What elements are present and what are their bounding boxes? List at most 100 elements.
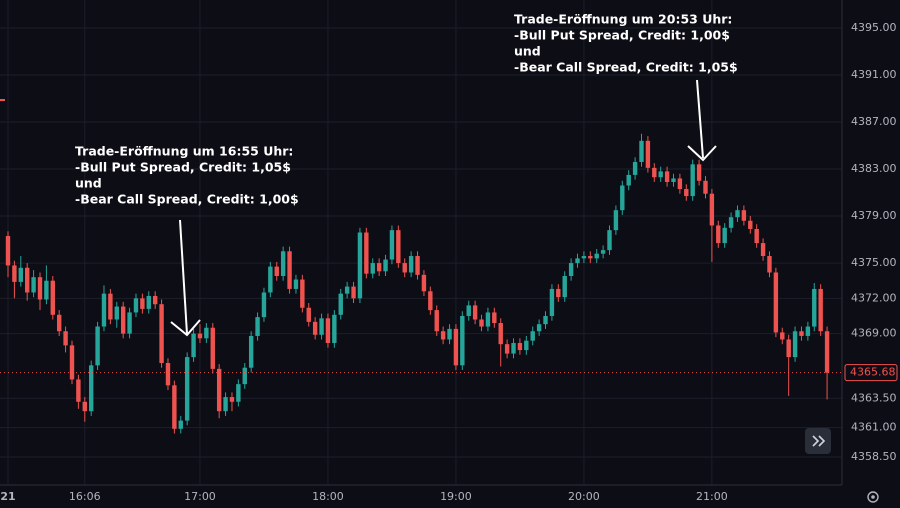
- y-tick-label: 4395.00: [851, 21, 897, 34]
- candle-body: [287, 251, 292, 289]
- x-tick-label: 19:00: [440, 490, 472, 503]
- candle-body: [44, 280, 49, 300]
- candle-body: [664, 171, 670, 182]
- candle-body: [652, 167, 657, 178]
- y-tick-label: 4358.50: [851, 450, 897, 463]
- candle-body: [677, 178, 683, 190]
- candle-body: [773, 272, 779, 333]
- grid: [0, 0, 842, 485]
- candle-body: [671, 178, 676, 182]
- candle-body: [613, 210, 619, 231]
- candle-body: [767, 256, 772, 273]
- candle-body: [684, 189, 689, 197]
- candle-body: [485, 312, 491, 327]
- x-tick-label: 18:00: [312, 490, 344, 503]
- x-tick-label: 20:00: [568, 490, 600, 503]
- candle-body: [344, 286, 350, 294]
- last-price-label: 4365.68: [850, 366, 896, 379]
- candle-body: [543, 315, 548, 325]
- candle-body: [402, 263, 407, 273]
- candle-body: [517, 343, 523, 351]
- candle-body: [556, 288, 561, 298]
- candle-body: [549, 288, 555, 316]
- candle-body: [357, 232, 363, 299]
- candle-body: [338, 293, 343, 315]
- y-tick-label: 4361.00: [851, 421, 897, 434]
- candle-body: [248, 335, 254, 368]
- candle-body: [370, 263, 375, 274]
- x-tick-label: 21:00: [696, 490, 728, 503]
- candle-body: [274, 266, 279, 277]
- candle-body: [703, 180, 708, 194]
- candle-body: [140, 298, 145, 309]
- candle-body: [658, 171, 663, 178]
- candle-body: [165, 362, 171, 386]
- candle-body: [792, 331, 798, 358]
- candle-body: [76, 379, 81, 402]
- y-tick-label: 4375.00: [851, 256, 897, 269]
- annotation-arrow: [687, 79, 717, 162]
- candle-body: [754, 228, 759, 244]
- candle-body: [453, 328, 459, 366]
- candle-body: [50, 280, 55, 315]
- candle-body: [293, 279, 299, 289]
- candle-body: [255, 317, 260, 336]
- candle-body: [562, 276, 567, 298]
- candle-body: [722, 227, 727, 244]
- y-tick-label: 4372.00: [851, 291, 897, 304]
- candle-body: [223, 397, 228, 412]
- candle-body: [780, 332, 785, 340]
- candle-body: [306, 307, 311, 322]
- candle-body: [799, 331, 804, 336]
- candle-body: [735, 210, 740, 218]
- settings-icon[interactable]: [867, 491, 879, 503]
- annotation-text: -Bull Put Spread, Credit: 1,05$: [75, 160, 291, 175]
- candle-body: [626, 174, 631, 186]
- candle-body: [690, 164, 695, 197]
- annotation-arrow: [170, 219, 201, 337]
- scroll-button[interactable]: [805, 428, 831, 454]
- candle-body: [748, 220, 753, 229]
- candle-body: [312, 321, 318, 335]
- candle-body: [812, 288, 817, 327]
- x-tick-label: 21: [0, 490, 15, 503]
- candle-body: [568, 263, 574, 277]
- annotation-text: und: [75, 176, 102, 191]
- candle-body: [620, 185, 625, 211]
- candle-body: [383, 259, 388, 272]
- candle-body: [184, 357, 190, 421]
- annotation-text: -Bear Call Spread, Credit: 1,00$: [75, 192, 299, 207]
- candle-body: [191, 333, 196, 358]
- candle-body: [268, 266, 273, 293]
- candle-body: [428, 291, 433, 311]
- candle-body: [204, 327, 209, 339]
- candle-body: [396, 230, 401, 264]
- last-price-box: [844, 364, 898, 382]
- candle-body: [434, 310, 439, 332]
- y-tick-label: 4383.00: [851, 162, 897, 175]
- candle-body: [216, 368, 222, 412]
- y-tick-label: 4387.00: [851, 115, 897, 128]
- candle-body: [421, 274, 427, 292]
- candle-body: [376, 263, 382, 272]
- candle-body: [178, 420, 183, 429]
- candle-body: [466, 305, 471, 316]
- candle-body: [581, 256, 587, 259]
- candle-body: [101, 293, 107, 327]
- y-tick-label: 4391.00: [851, 68, 897, 81]
- candle-body: [588, 256, 593, 259]
- candle-body: [133, 298, 139, 313]
- candle-body: [824, 331, 830, 373]
- candle-body: [159, 304, 164, 363]
- candle-body: [332, 314, 337, 344]
- candle-body: [120, 306, 126, 334]
- candle-body: [172, 385, 177, 429]
- candle-body: [69, 345, 75, 380]
- candle-body: [127, 312, 132, 334]
- candle-body: [600, 250, 606, 254]
- candle-body: [31, 277, 36, 293]
- annotation-text: und: [514, 44, 541, 59]
- candle-body: [37, 277, 43, 300]
- candle-body: [146, 295, 151, 309]
